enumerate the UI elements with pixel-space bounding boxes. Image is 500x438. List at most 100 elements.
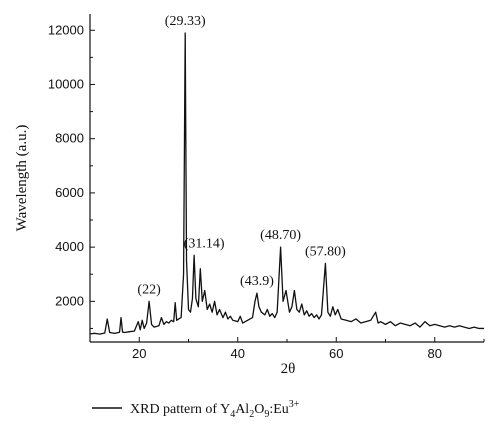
data-point — [140, 329, 141, 330]
data-point — [469, 328, 470, 329]
data-point — [291, 306, 292, 307]
data-point — [237, 321, 238, 322]
data-point — [405, 324, 406, 325]
data-point — [410, 325, 411, 326]
data-point — [395, 325, 396, 326]
data-point — [195, 298, 196, 299]
data-point — [311, 313, 312, 314]
data-point — [225, 312, 226, 313]
data-point — [301, 303, 302, 304]
legend-text-part: 4 — [230, 409, 235, 420]
data-point — [99, 334, 100, 335]
legend-text-part: O — [254, 402, 264, 417]
data-point — [146, 322, 147, 323]
data-point — [341, 318, 342, 319]
y-tick-label: 10000 — [48, 76, 84, 91]
data-point — [313, 317, 314, 318]
data-point — [212, 312, 213, 313]
data-point — [94, 333, 95, 334]
data-point — [316, 314, 317, 315]
data-point — [304, 314, 305, 315]
data-point — [289, 312, 290, 313]
data-point — [153, 326, 154, 327]
data-point — [175, 302, 176, 303]
data-point — [429, 325, 430, 326]
data-point — [129, 331, 130, 332]
data-point — [134, 331, 135, 332]
data-point — [242, 322, 243, 323]
data-point — [414, 322, 415, 323]
data-point — [375, 312, 376, 313]
data-point — [264, 314, 265, 315]
peak-label: (43.9) — [240, 274, 274, 289]
data-point — [144, 328, 145, 329]
data-point — [380, 321, 381, 322]
data-point — [151, 324, 152, 325]
data-point — [280, 247, 281, 248]
data-point — [185, 32, 186, 33]
data-point — [194, 255, 195, 256]
x-axis-title: 2θ — [281, 361, 296, 377]
legend: XRD pattern of Y4Al2O9:Eu3+ — [92, 399, 300, 420]
data-point — [176, 320, 177, 321]
data-point — [296, 309, 297, 310]
data-point — [214, 301, 215, 302]
data-point — [385, 324, 386, 325]
data-point — [444, 326, 445, 327]
data-point — [89, 333, 90, 334]
data-point — [378, 322, 379, 323]
axes: 2000 4000 6000 8000 10000 12000 20 40 60 80 — [48, 14, 485, 361]
data-point — [190, 312, 191, 313]
data-point — [272, 313, 273, 314]
x-tick-label: 60 — [329, 346, 343, 361]
data-point — [168, 322, 169, 323]
peak-label: (29.33) — [165, 14, 206, 29]
data-point — [209, 303, 210, 304]
data-point — [247, 320, 248, 321]
data-point — [163, 324, 164, 325]
data-point — [434, 324, 435, 325]
x-tick-label: 20 — [132, 346, 146, 361]
y-tick-label: 8000 — [55, 131, 84, 146]
legend-text-part: Al — [235, 402, 249, 417]
data-point — [267, 309, 268, 310]
peak-label: (57.80) — [305, 244, 346, 259]
data-point — [346, 320, 347, 321]
data-point — [138, 321, 139, 322]
data-point — [439, 325, 440, 326]
y-axis-title: Wavelength (a.u.) — [14, 125, 30, 232]
y-tick-label: 6000 — [55, 185, 84, 200]
data-point — [227, 318, 228, 319]
x-tick-label: 80 — [428, 346, 442, 361]
data-point — [219, 309, 220, 310]
data-point — [261, 312, 262, 313]
data-point — [330, 316, 331, 317]
data-point — [107, 318, 108, 319]
legend-text-part: :Eu — [269, 402, 288, 417]
data-point — [171, 320, 172, 321]
data-point — [370, 320, 371, 321]
data-point — [309, 316, 310, 317]
data-point — [321, 314, 322, 315]
data-point — [449, 325, 450, 326]
data-point — [178, 318, 179, 319]
data-point — [161, 317, 162, 318]
data-point — [216, 314, 217, 315]
data-point — [252, 317, 253, 318]
data-point — [318, 318, 319, 319]
series-line — [89, 32, 484, 335]
data-point — [400, 322, 401, 323]
data-point — [230, 316, 231, 317]
data-point — [119, 332, 120, 333]
peak-label: (48.70) — [260, 228, 301, 243]
data-point — [198, 306, 199, 307]
data-point — [424, 321, 425, 322]
legend-text-part: 9 — [264, 409, 269, 420]
data-point — [149, 301, 150, 302]
legend-text-part: XRD pattern of Y — [130, 402, 230, 417]
y-tick-label: 4000 — [55, 239, 84, 254]
legend-text-part: 3+ — [289, 399, 300, 410]
data-point — [294, 290, 295, 291]
